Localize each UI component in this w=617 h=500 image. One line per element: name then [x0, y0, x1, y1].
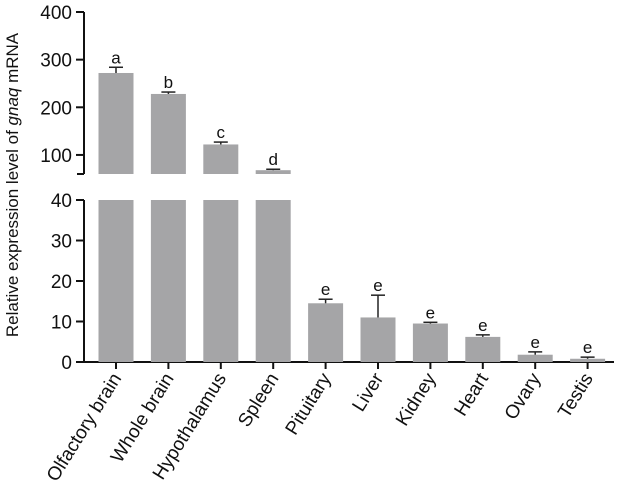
y-tick-label: 30 [51, 232, 72, 253]
bar [308, 303, 344, 362]
y-tick-label: 10 [51, 313, 72, 334]
y-tick-label: 300 [40, 51, 72, 72]
significance-label: e [583, 338, 592, 357]
y-tick-label: 100 [40, 146, 72, 167]
x-tick-label: Liver [349, 369, 389, 416]
svg-text:Relative expression level of g: Relative expression level of gnaq mRNA [3, 32, 22, 337]
bar-lower-segment [203, 200, 239, 362]
bar [360, 317, 396, 362]
y-axis-label-prefix: Relative expression level of [3, 125, 22, 337]
y-tick-label: 400 [40, 3, 72, 24]
bar [570, 358, 606, 362]
significance-label: e [373, 276, 382, 295]
bar-lower-segment [255, 200, 291, 362]
bar-lower-segment [150, 200, 186, 362]
x-tick-label: Olfactory brain [43, 370, 126, 486]
bar-upper-segment [255, 170, 291, 174]
significance-label: e [478, 316, 487, 335]
significance-label: d [268, 150, 277, 169]
y-tick-label: 200 [40, 98, 72, 119]
significance-label: c [217, 123, 226, 142]
x-tick-label: Pituitary [282, 369, 336, 439]
y-tick-label: 40 [51, 191, 72, 212]
bar-upper-segment [150, 93, 186, 174]
bars: a b c d e e e e e e [98, 48, 606, 362]
x-tick-label: Kidney [392, 369, 441, 430]
x-tick-label: Testis [554, 370, 598, 422]
x-tick-label: Spleen [234, 370, 283, 431]
y-axis-label-suffix: mRNA [3, 32, 22, 87]
significance-label: e [321, 280, 330, 299]
y-ticks: 0 10 20 30 40 100 200 300 400 [40, 3, 84, 374]
bar-upper-segment [98, 72, 134, 174]
y-axis-label-gene: gnaq [3, 87, 22, 125]
bar [465, 336, 501, 362]
x-tick-label: Ovary [501, 369, 546, 424]
significance-label: e [530, 333, 539, 352]
y-tick-label: 20 [51, 272, 72, 293]
significance-label: b [164, 73, 173, 92]
bar [517, 354, 553, 362]
y-axis-label: Relative expression level of gnaq mRNA [3, 32, 22, 337]
y-tick-label: 0 [61, 353, 72, 374]
significance-label: a [111, 48, 121, 67]
bar-upper-segment [203, 144, 239, 174]
bar [412, 323, 448, 362]
x-tick-label: Heart [451, 369, 494, 420]
bar-lower-segment [98, 200, 134, 362]
significance-label: e [426, 303, 435, 322]
